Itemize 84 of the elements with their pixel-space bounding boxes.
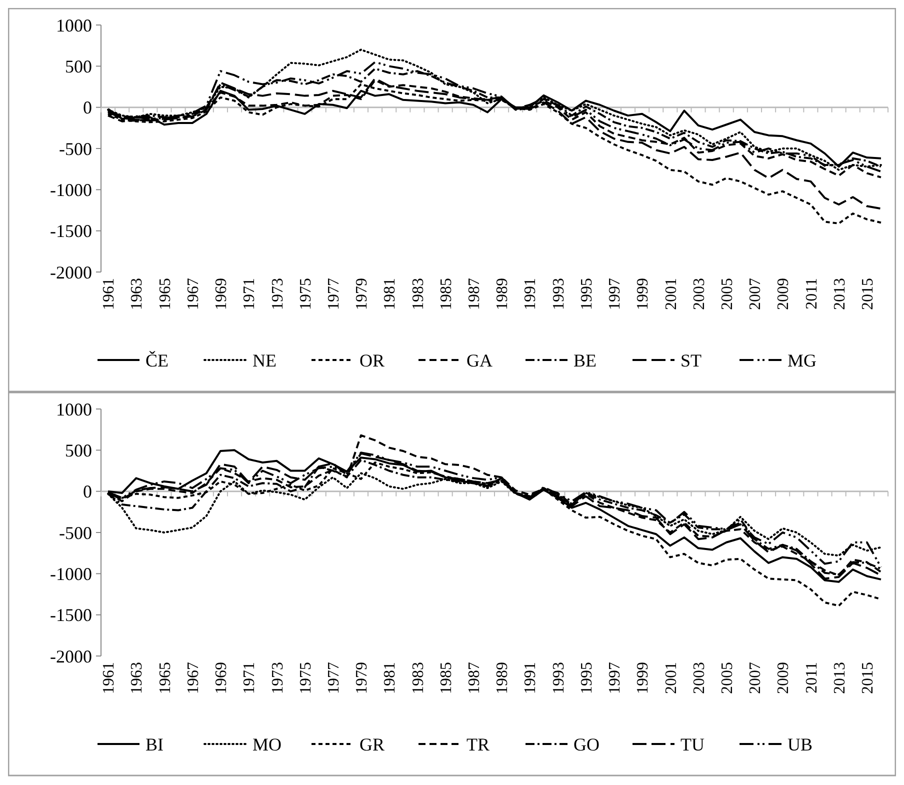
x-tick-label: 1979 — [354, 278, 371, 310]
y-tick-label: 500 — [65, 440, 92, 460]
x-tick-label: 1973 — [269, 662, 286, 694]
x-tick-label: 1985 — [438, 662, 455, 694]
y-tick-label: -2000 — [50, 646, 92, 666]
x-tick-label: 1961 — [100, 278, 118, 310]
x-tick-label: 2001 — [662, 278, 680, 310]
x-tick-label: 1975 — [297, 662, 314, 694]
legend-label: GA — [466, 350, 492, 370]
y-tick-label: -1000 — [50, 180, 92, 200]
x-tick-label: 2003 — [690, 662, 708, 694]
x-tick-label: 2009 — [775, 662, 792, 694]
y-tick-label: 1000 — [56, 399, 92, 420]
legend-label: TU — [680, 734, 704, 754]
x-tick-label: 1967 — [184, 662, 202, 694]
legend-label: ČE — [146, 350, 169, 370]
x-tick-label: 1965 — [156, 662, 174, 694]
legend-label: BI — [146, 734, 164, 754]
x-tick-label: 2015 — [860, 662, 877, 694]
x-tick-label: 2011 — [803, 278, 820, 310]
x-tick-label: 1993 — [550, 278, 568, 310]
x-tick-label: 1981 — [382, 278, 399, 310]
x-tick-label: 1963 — [128, 278, 146, 310]
x-tick-label: 1975 — [297, 278, 314, 310]
legend-label: NE — [252, 350, 276, 370]
x-tick-label: 1995 — [578, 278, 596, 310]
y-tick-label: -500 — [59, 138, 92, 159]
x-tick-label: 1987 — [466, 278, 484, 310]
x-tick-label: 1967 — [184, 278, 202, 310]
legend-label: MG — [788, 350, 817, 370]
x-tick-label: 1977 — [325, 278, 342, 310]
x-tick-label: 1995 — [578, 662, 596, 694]
x-tick-label: 1971 — [241, 278, 258, 310]
x-tick-label: 1989 — [494, 662, 512, 694]
x-tick-label: 1969 — [213, 662, 230, 694]
x-tick-label: 1965 — [156, 278, 174, 310]
legend-label: UB — [788, 734, 813, 754]
x-tick-label: 2005 — [718, 662, 736, 694]
x-tick-label: 1991 — [522, 278, 540, 310]
x-tick-label: 2013 — [831, 278, 848, 310]
y-tick-label: 1000 — [56, 15, 92, 36]
legend-label: ST — [680, 350, 702, 370]
x-tick-label: 1969 — [213, 278, 230, 310]
legend-label: OR — [360, 350, 385, 370]
x-tick-label: 1989 — [494, 278, 512, 310]
x-tick-label: 1963 — [128, 662, 146, 694]
x-tick-label: 2007 — [747, 662, 764, 694]
x-tick-label: 2013 — [831, 662, 848, 694]
y-tick-label: -1500 — [50, 221, 92, 242]
x-tick-label: 1997 — [606, 278, 624, 310]
legend-label: GR — [360, 734, 385, 754]
x-tick-label: 1973 — [269, 278, 286, 310]
y-tick-label: 500 — [65, 56, 92, 76]
x-tick-label: 1977 — [325, 662, 342, 694]
x-tick-label: 1997 — [606, 662, 624, 694]
y-tick-label: 0 — [83, 98, 92, 118]
x-tick-label: 1987 — [466, 662, 484, 694]
y-tick-label: -2000 — [50, 262, 92, 282]
x-tick-label: 1991 — [522, 662, 540, 694]
x-tick-label: 1999 — [634, 278, 652, 310]
x-tick-label: 2005 — [718, 278, 736, 310]
y-tick-label: -500 — [59, 522, 92, 543]
y-tick-label: -1000 — [50, 564, 92, 584]
legend-label: MO — [252, 734, 282, 754]
x-tick-label: 2011 — [803, 662, 820, 694]
x-tick-label: 2007 — [747, 278, 764, 310]
x-tick-label: 1999 — [634, 662, 652, 694]
x-tick-label: 1993 — [550, 662, 568, 694]
x-tick-label: 2003 — [690, 278, 708, 310]
legend-label: TR — [466, 734, 490, 754]
x-tick-label: 2001 — [662, 662, 680, 694]
x-tick-label: 1961 — [100, 662, 118, 694]
x-tick-label: 1983 — [410, 278, 427, 310]
x-tick-label: 2009 — [775, 278, 792, 310]
y-tick-label: 0 — [83, 482, 92, 502]
x-tick-label: 1985 — [438, 278, 455, 310]
x-tick-label: 1981 — [382, 662, 399, 694]
y-tick-label: -1500 — [50, 605, 92, 626]
x-tick-label: 2015 — [860, 278, 877, 310]
x-tick-label: 1971 — [241, 662, 258, 694]
x-tick-label: 1979 — [354, 662, 371, 694]
x-tick-label: 1983 — [410, 662, 427, 694]
legend-label: BE — [574, 350, 597, 370]
legend-label: GO — [574, 734, 600, 754]
